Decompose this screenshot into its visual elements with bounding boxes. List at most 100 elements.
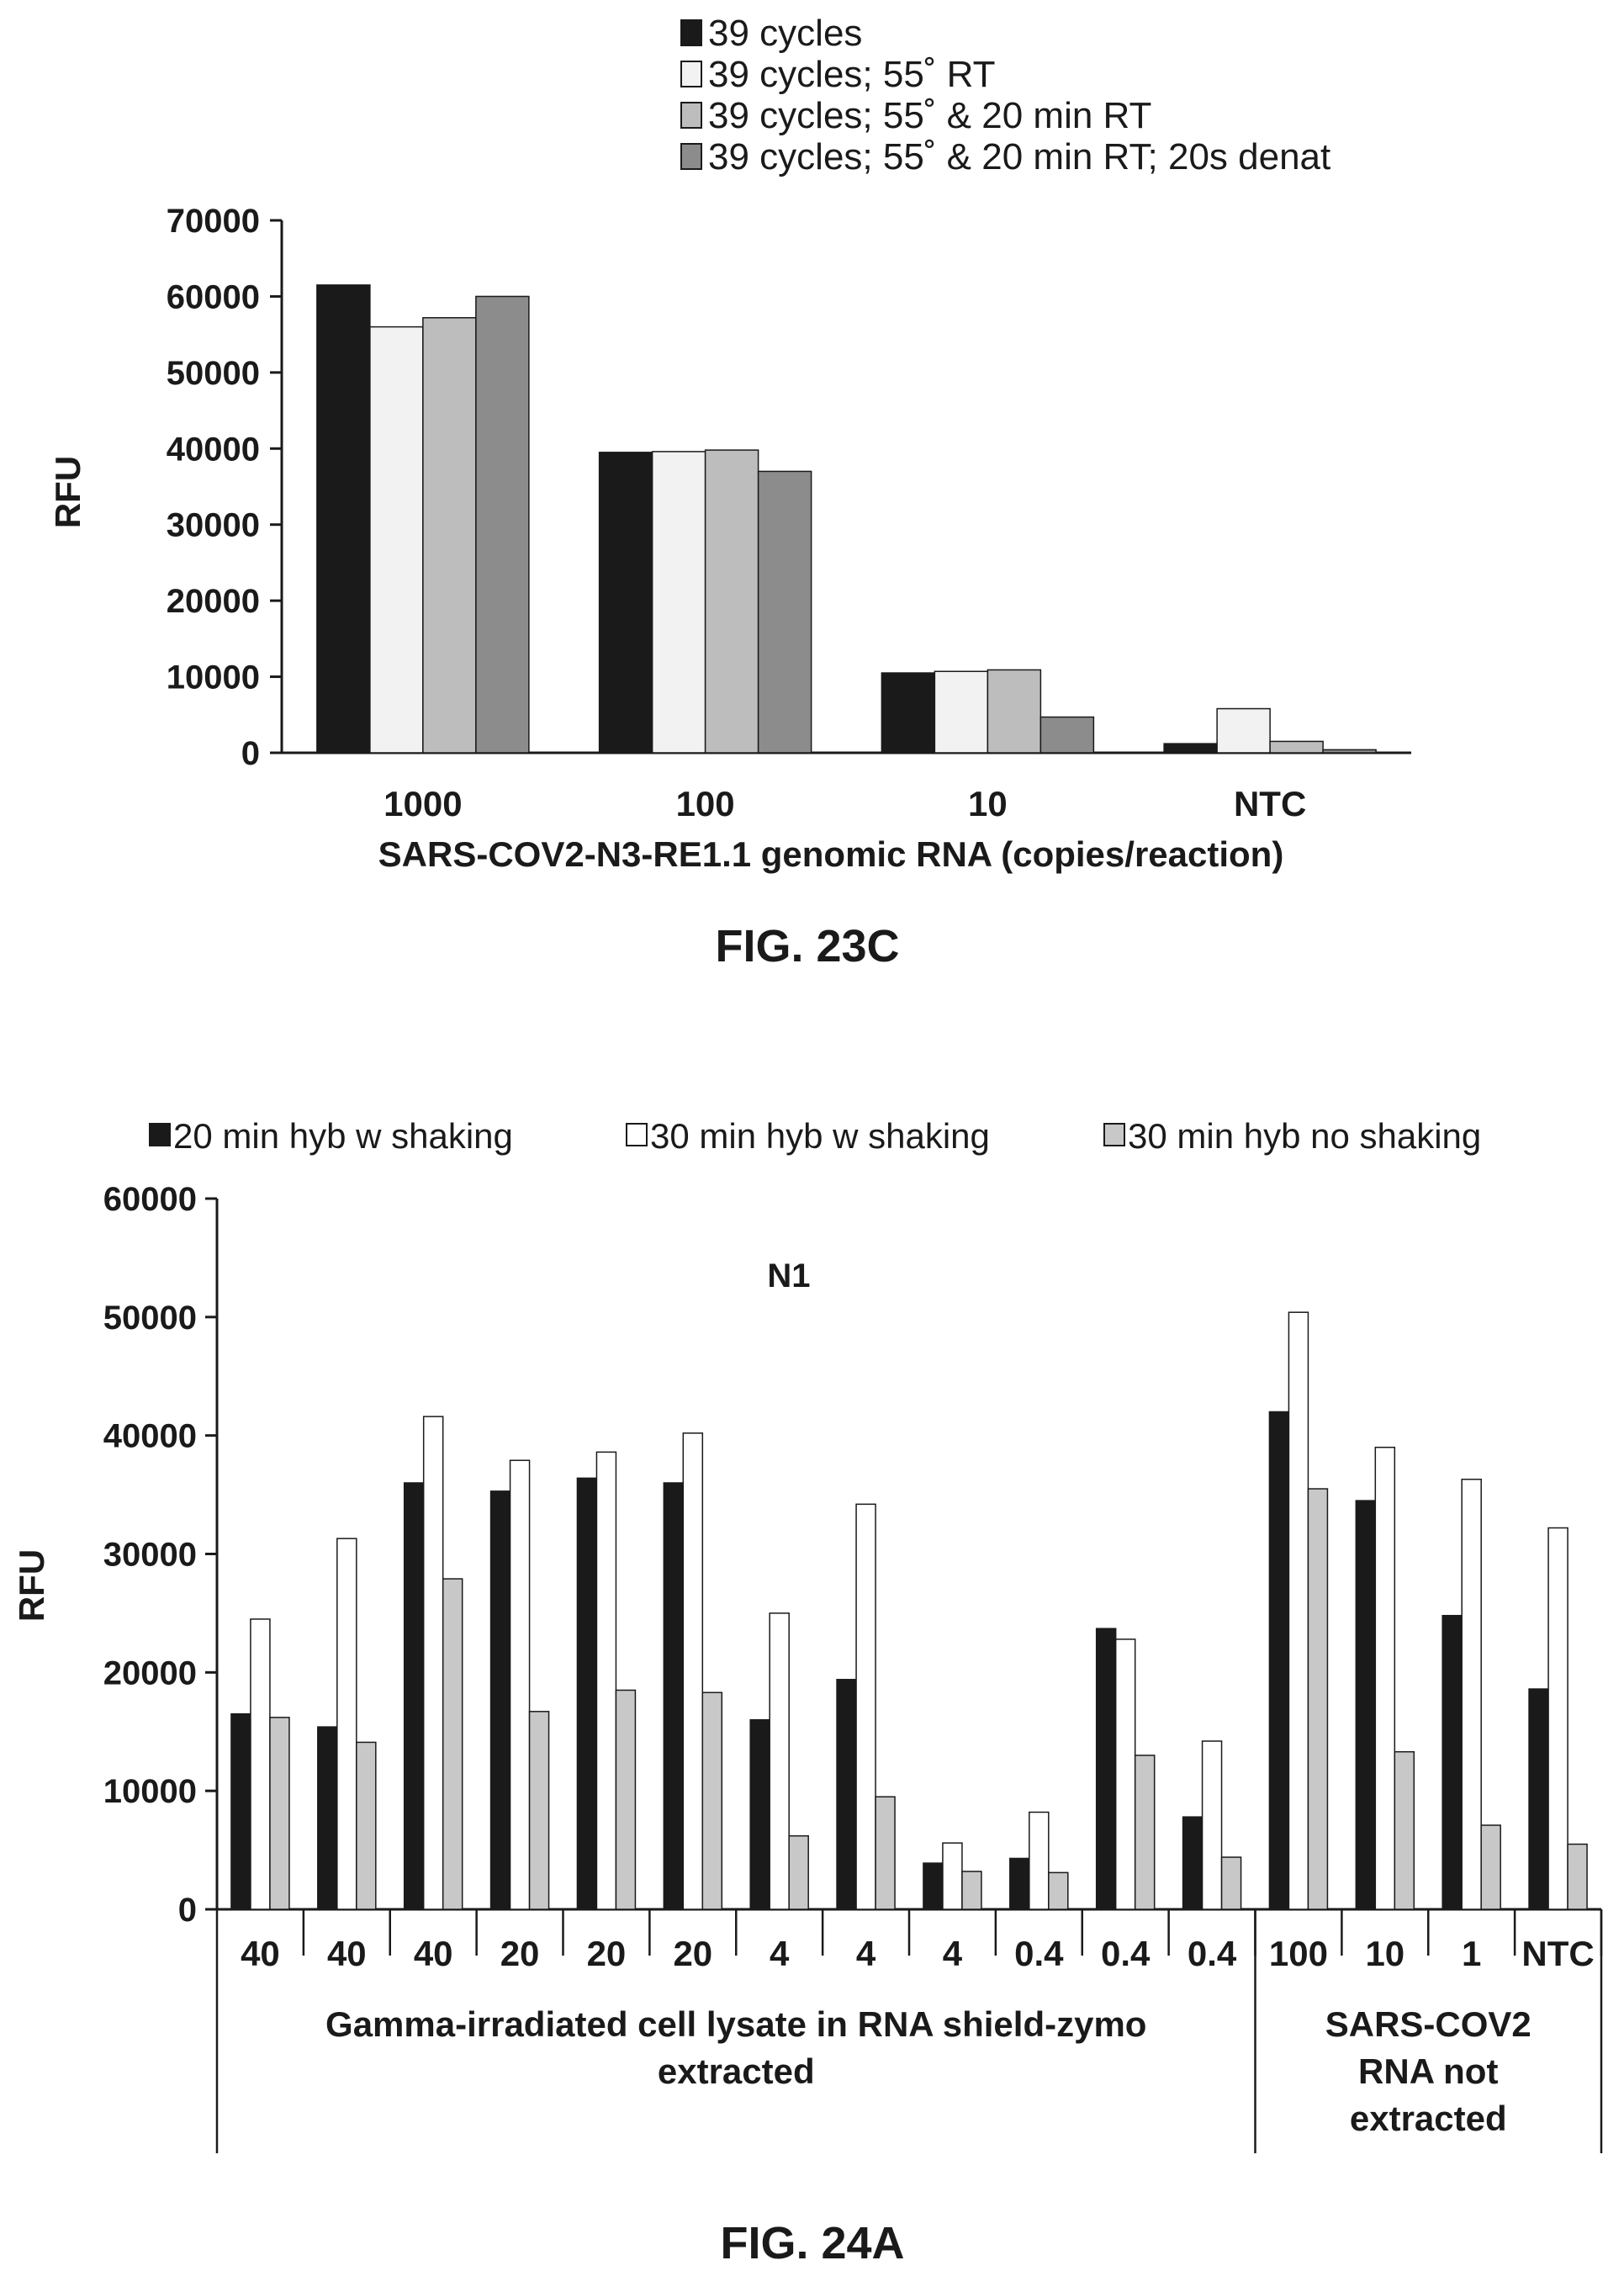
y-tick-label: 60000 xyxy=(167,278,260,315)
bar-mark xyxy=(836,1679,857,1910)
x-category-label: 20 xyxy=(587,1934,627,1973)
bars-fig-23c xyxy=(316,284,1377,754)
x-category-label: 0.4 xyxy=(1101,1934,1151,1973)
bar-mark xyxy=(1528,1688,1549,1910)
bar-mark xyxy=(576,1477,598,1910)
bar-mark xyxy=(356,1741,377,1910)
bar-mark xyxy=(682,1432,704,1910)
bar-mark xyxy=(250,1618,271,1910)
y-tick-label: 70000 xyxy=(167,203,260,240)
x-categories-fig-24a: 40 40 40 20 20 20 4 4 4 0.4 0.4 0.4 100 10 1 NTC xyxy=(241,1909,1603,1973)
bar-mark xyxy=(881,672,936,754)
bar-mark xyxy=(1461,1479,1482,1910)
bar-mark xyxy=(403,1482,425,1910)
bar-mark xyxy=(509,1459,531,1910)
bar-mark xyxy=(317,1726,338,1910)
y-axis-label-fig-24a: RFU xyxy=(12,1549,51,1622)
bar-mark xyxy=(1095,1628,1117,1910)
x-category-label: 4 xyxy=(856,1934,876,1973)
bar-mark xyxy=(1201,1740,1223,1910)
chart-fig-24a: 20 min hyb w shaking 30 min hyb w shaking… xyxy=(12,1116,1603,2268)
bar-mark xyxy=(1567,1843,1588,1910)
bar-mark xyxy=(1039,716,1095,754)
y-tick-label: 60000 xyxy=(103,1181,197,1218)
y-tick-label: 10000 xyxy=(167,659,260,696)
y-tick-label: 10000 xyxy=(103,1773,197,1810)
legend-label: 30 min hyb w shaking xyxy=(650,1116,990,1156)
legend-swatch xyxy=(1103,1123,1125,1146)
bar-mark xyxy=(961,1871,982,1910)
bar-mark xyxy=(336,1538,357,1910)
bar-mark xyxy=(942,1842,963,1910)
bar-mark xyxy=(788,1834,809,1910)
x-category-label: 4 xyxy=(770,1934,790,1973)
x-group-label: SARS-COV2 xyxy=(1325,2004,1531,2044)
legend-label: 20 min hyb w shaking xyxy=(173,1116,513,1156)
x-group-label: RNA not xyxy=(1358,2051,1498,2091)
bar-mark xyxy=(663,1482,685,1910)
bar-mark xyxy=(1307,1488,1329,1910)
x-category-label: 100 xyxy=(676,784,735,823)
bar-mark xyxy=(316,284,371,754)
x-categories-fig-23c: 1000 100 10 NTC xyxy=(384,784,1306,823)
bar-mark xyxy=(855,1503,876,1910)
bar-mark xyxy=(422,1416,444,1910)
legend-swatch xyxy=(680,61,702,87)
bar-mark xyxy=(1355,1500,1377,1910)
y-tick-label: 30000 xyxy=(103,1537,197,1574)
bar-mark xyxy=(923,1862,944,1910)
legend-swatch xyxy=(680,19,702,46)
bar-mark xyxy=(757,470,812,754)
x-category-label: 100 xyxy=(1269,1934,1328,1973)
bar-mark xyxy=(1114,1638,1136,1910)
legend-label: 39 cycles; 55˚ & 20 min RT; 20s denat xyxy=(708,136,1330,177)
bar-mark xyxy=(769,1612,790,1910)
bar-mark xyxy=(1009,1857,1030,1910)
legend-fig-24a: 20 min hyb w shaking 30 min hyb w shaking… xyxy=(149,1116,1481,1156)
x-category-label: 40 xyxy=(327,1934,367,1973)
x-groups-fig-24a: Gamma-irradiated cell lysate in RNA shie… xyxy=(215,1909,1603,2153)
legend-label: 30 min hyb no shaking xyxy=(1128,1116,1481,1156)
bar-mark xyxy=(1374,1447,1396,1910)
legend-swatch xyxy=(149,1123,171,1146)
figure-label-24a: FIG. 24A xyxy=(720,2218,904,2268)
y-tick-label: 20000 xyxy=(167,583,260,620)
bar-mark xyxy=(1288,1311,1309,1910)
y-axis-fig-24a: 0 10000 20000 30000 40000 50000 60000 xyxy=(103,1181,1601,1929)
bar-mark xyxy=(475,295,530,754)
x-group-label: Gamma-irradiated cell lysate in RNA shie… xyxy=(325,2004,1146,2044)
figure-label-23c: FIG. 23C xyxy=(715,921,899,971)
x-category-label: 1000 xyxy=(384,784,462,823)
bar-mark xyxy=(422,316,477,754)
y-tick-label: 0 xyxy=(241,735,260,772)
y-tick-label: 40000 xyxy=(103,1418,197,1455)
x-category-label: 0.4 xyxy=(1014,1934,1064,1973)
bar-mark xyxy=(595,1451,617,1910)
bar-mark xyxy=(1441,1614,1463,1910)
x-category-label: 40 xyxy=(241,1934,280,1973)
bar-mark xyxy=(369,326,424,754)
legend-label: 39 cycles xyxy=(708,13,862,54)
bar-mark xyxy=(269,1717,290,1910)
bar-mark xyxy=(528,1711,550,1910)
bar-mark xyxy=(934,670,989,754)
legend-swatch xyxy=(680,102,702,129)
bar-mark xyxy=(1029,1811,1050,1910)
bar-mark xyxy=(1048,1871,1069,1910)
chart-annotation-n1: N1 xyxy=(767,1257,810,1294)
x-axis-label-fig-23c: SARS-COV2-N3-RE1.1 genomic RNA (copies/r… xyxy=(378,834,1284,874)
bar-mark xyxy=(987,669,1042,754)
bar-mark xyxy=(1220,1856,1242,1910)
bar-mark xyxy=(749,1718,770,1910)
y-axis-fig-23c: 0 10000 20000 30000 40000 50000 60000 70000 xyxy=(167,203,1411,772)
x-category-label: 0.4 xyxy=(1188,1934,1237,1973)
bar-mark xyxy=(1322,749,1377,754)
x-category-label: 20 xyxy=(500,1934,540,1973)
x-group-label: extracted xyxy=(1350,2099,1507,2138)
x-category-label: 4 xyxy=(943,1934,963,1973)
bar-mark xyxy=(1547,1527,1568,1910)
bar-mark xyxy=(1134,1755,1156,1910)
